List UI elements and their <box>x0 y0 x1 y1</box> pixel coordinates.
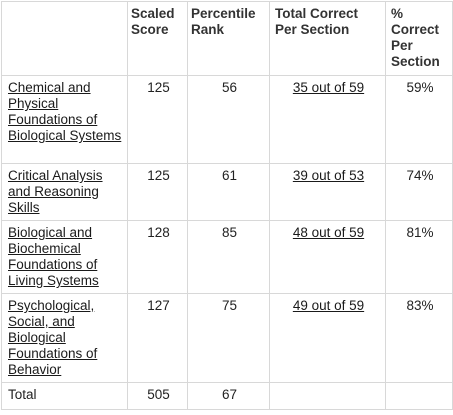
section-cell: Psychological, Social, and Biological Fo… <box>1 293 128 383</box>
percentile-rank-cell: 61 <box>187 163 270 221</box>
total-scaled-score-cell: 505 <box>127 382 188 410</box>
pct-correct-cell: 83% <box>385 293 453 383</box>
table-header-row: Scaled Score Percentile Rank Total Corre… <box>1 1 453 76</box>
percentile-rank-cell: 85 <box>187 220 270 294</box>
header-pct-correct: % Correct Per Section <box>385 1 453 76</box>
table-row: Chemical and Physical Foundations of Bio… <box>1 75 453 164</box>
total-pct-empty-cell <box>385 382 453 410</box>
pct-correct-cell: 74% <box>385 163 453 221</box>
total-percentile-rank-cell: 67 <box>187 382 270 410</box>
total-correct-cell: 39 out of 53 <box>269 163 386 221</box>
total-correct-cell: 48 out of 59 <box>269 220 386 294</box>
header-section <box>1 1 128 76</box>
header-scaled-score: Scaled Score <box>127 1 188 76</box>
table-row: Psychological, Social, and Biological Fo… <box>1 293 453 383</box>
scaled-score-cell: 127 <box>127 293 188 383</box>
total-correct-link-chem-phys[interactable]: 35 out of 59 <box>292 80 365 95</box>
section-cell: Chemical and Physical Foundations of Bio… <box>1 75 128 164</box>
section-cell: Critical Analysis and Reasoning Skills <box>1 163 128 221</box>
total-correct-empty-cell <box>269 382 386 410</box>
percentile-rank-cell: 75 <box>187 293 270 383</box>
scaled-score-cell: 125 <box>127 75 188 164</box>
percentile-rank-cell: 56 <box>187 75 270 164</box>
total-label-cell: Total <box>1 382 128 410</box>
section-link-psych-soc[interactable]: Psychological, Social, and Biological Fo… <box>8 298 98 377</box>
section-link-chem-phys[interactable]: Chemical and Physical Foundations of Bio… <box>8 80 122 143</box>
header-percentile-rank: Percentile Rank <box>187 1 270 76</box>
total-correct-link-psych-soc[interactable]: 49 out of 59 <box>292 298 365 313</box>
total-correct-cell: 35 out of 59 <box>269 75 386 164</box>
total-correct-cell: 49 out of 59 <box>269 293 386 383</box>
section-link-bio-biochem[interactable]: Biological and Biochemical Foundations o… <box>8 225 99 288</box>
section-link-cars[interactable]: Critical Analysis and Reasoning Skills <box>8 168 103 215</box>
scaled-score-cell: 125 <box>127 163 188 221</box>
section-cell: Biological and Biochemical Foundations o… <box>1 220 128 294</box>
total-row: Total 505 67 <box>1 382 453 410</box>
table-row: Critical Analysis and Reasoning Skills 1… <box>1 163 453 221</box>
table-row: Biological and Biochemical Foundations o… <box>1 220 453 294</box>
total-correct-link-bio-biochem[interactable]: 48 out of 59 <box>292 225 365 240</box>
total-correct-link-cars[interactable]: 39 out of 53 <box>292 168 365 183</box>
scaled-score-cell: 128 <box>127 220 188 294</box>
pct-correct-cell: 59% <box>385 75 453 164</box>
pct-correct-cell: 81% <box>385 220 453 294</box>
header-total-correct: Total Correct Per Section <box>269 1 386 76</box>
